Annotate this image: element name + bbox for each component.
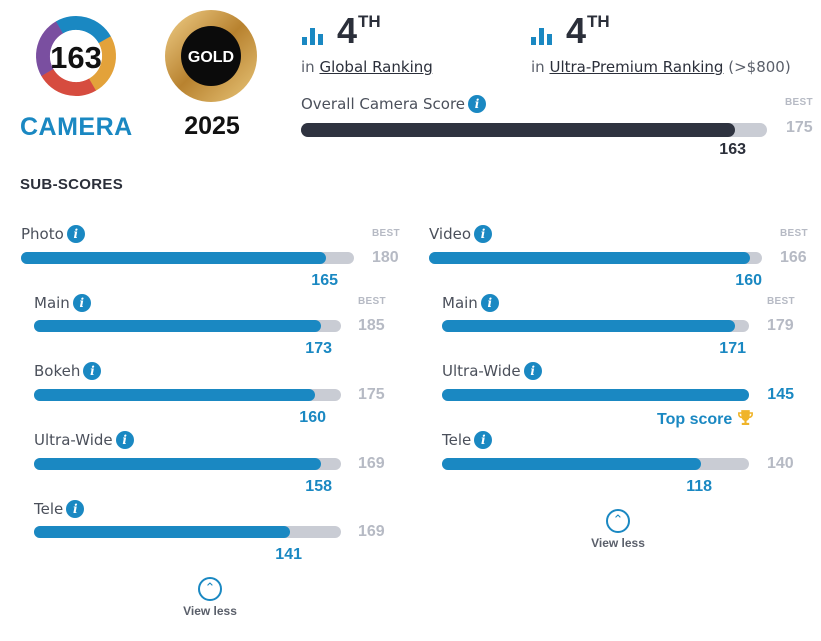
subscores-title: SUB-SCORES bbox=[20, 176, 124, 193]
video-tele-label: Tele i bbox=[442, 431, 493, 449]
photo-score-value: 165 bbox=[311, 272, 338, 289]
overall-best-value: 175 bbox=[786, 119, 813, 136]
info-icon[interactable]: i bbox=[480, 294, 499, 312]
bokeh-best-value: 175 bbox=[358, 386, 385, 403]
video-best-value: 166 bbox=[780, 249, 807, 266]
video-score-value: 160 bbox=[735, 272, 762, 289]
ultra-wide-label: Ultra-Wide i bbox=[34, 431, 134, 449]
bokeh-score-bar bbox=[34, 389, 341, 401]
top-score-badge: Top score bbox=[657, 409, 754, 429]
video-view-less-button[interactable]: ⌃ View less bbox=[578, 509, 658, 550]
tele-score-bar bbox=[34, 526, 341, 538]
video-ultra-wide-score-value: 145 bbox=[767, 386, 794, 403]
gold-award-badge: GOLD bbox=[158, 6, 264, 110]
video-main-best-value: 179 bbox=[767, 317, 794, 334]
trophy-icon bbox=[737, 410, 753, 425]
bar-chart-icon bbox=[302, 28, 324, 45]
tele-score-value: 141 bbox=[275, 546, 302, 563]
camera-label: CAMERA bbox=[20, 113, 133, 141]
main-score-value: 173 bbox=[305, 340, 332, 357]
video-score-bar bbox=[429, 252, 762, 264]
tele-label: Tele i bbox=[34, 500, 85, 518]
main-label: Main i bbox=[34, 294, 91, 312]
ultra-wide-best-value: 169 bbox=[358, 455, 385, 472]
photo-score-bar bbox=[21, 252, 354, 264]
best-label: BEST bbox=[767, 296, 795, 307]
bokeh-label: Bokeh i bbox=[34, 362, 102, 380]
info-icon[interactable]: i bbox=[72, 294, 91, 312]
bar-chart-icon bbox=[531, 28, 553, 45]
overall-score-label: Overall Camera Score i bbox=[301, 95, 487, 113]
global-ranking-text: in Global Ranking bbox=[301, 58, 433, 76]
info-icon[interactable]: i bbox=[115, 431, 134, 449]
bokeh-score-value: 160 bbox=[299, 409, 326, 426]
global-rank: 4TH bbox=[337, 10, 381, 51]
best-label: BEST bbox=[372, 228, 400, 239]
info-icon[interactable]: i bbox=[468, 95, 487, 113]
camera-score-badge: 163 bbox=[20, 6, 130, 110]
video-ultra-wide-label: Ultra-Wide i bbox=[442, 362, 542, 380]
ultra-wide-score-value: 158 bbox=[305, 478, 332, 495]
info-icon[interactable]: i bbox=[523, 362, 542, 380]
photo-best-value: 180 bbox=[372, 249, 399, 266]
info-icon[interactable]: i bbox=[474, 431, 493, 449]
info-icon[interactable]: i bbox=[66, 225, 85, 243]
overall-score-bar bbox=[301, 123, 767, 137]
info-icon[interactable]: i bbox=[83, 362, 102, 380]
video-tele-score-value: 118 bbox=[686, 478, 712, 495]
tele-best-value: 169 bbox=[358, 523, 385, 540]
video-main-label: Main i bbox=[442, 294, 499, 312]
video-tele-best-value: 140 bbox=[767, 455, 794, 472]
chevron-up-icon: ⌃ bbox=[606, 509, 630, 533]
info-icon[interactable]: i bbox=[66, 500, 85, 518]
photo-view-less-button[interactable]: ⌃ View less bbox=[170, 577, 250, 618]
video-ultra-wide-score-bar bbox=[442, 389, 749, 401]
camera-score-value: 163 bbox=[50, 40, 102, 75]
video-label: Video i bbox=[429, 225, 493, 243]
best-label: BEST bbox=[358, 296, 386, 307]
best-label: BEST bbox=[785, 97, 813, 108]
best-label: BEST bbox=[780, 228, 808, 239]
video-main-score-value: 171 bbox=[719, 340, 746, 357]
photo-label: Photo i bbox=[21, 225, 85, 243]
segment-ranking-text: in Ultra-Premium Ranking (>$800) bbox=[531, 58, 791, 76]
video-main-score-bar bbox=[442, 320, 749, 332]
ultra-wide-score-bar bbox=[34, 458, 341, 470]
info-icon[interactable]: i bbox=[474, 225, 493, 243]
gold-badge-label: GOLD bbox=[188, 49, 234, 66]
segment-rank: 4TH bbox=[566, 10, 610, 51]
award-year: 2025 bbox=[184, 112, 240, 140]
main-best-value: 185 bbox=[358, 317, 385, 334]
ultra-premium-ranking-link[interactable]: Ultra-Premium Ranking bbox=[549, 58, 724, 76]
global-ranking-link[interactable]: Global Ranking bbox=[319, 58, 433, 76]
overall-score-value: 163 bbox=[719, 141, 746, 158]
chevron-up-icon: ⌃ bbox=[198, 577, 222, 601]
main-score-bar bbox=[34, 320, 341, 332]
video-tele-score-bar bbox=[442, 458, 749, 470]
